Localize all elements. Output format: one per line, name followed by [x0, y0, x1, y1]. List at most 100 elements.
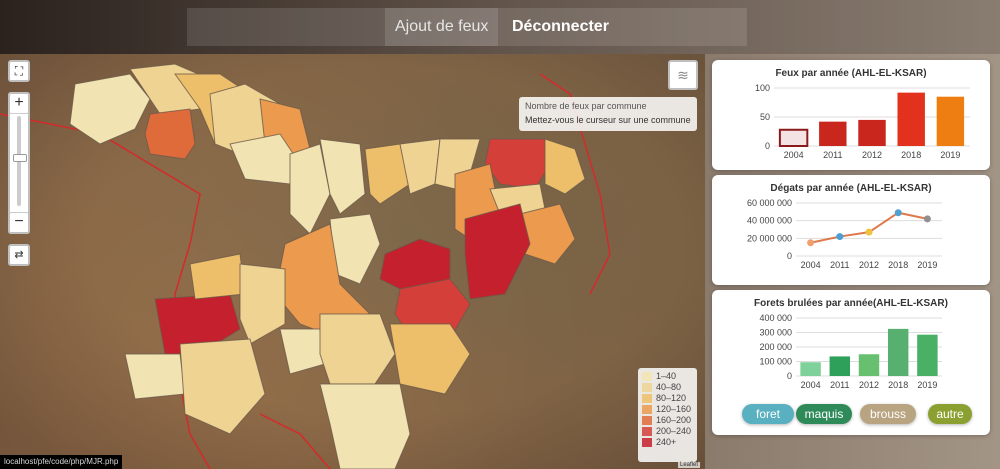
filter-chip-brouss[interactable]: brouss	[860, 404, 916, 424]
commune-c3[interactable]	[364, 143, 411, 205]
status-bar-url: localhost/pfe/code/php/MJR.php	[0, 455, 123, 469]
line-point	[865, 228, 873, 236]
commune-sw2[interactable]	[179, 338, 266, 435]
x-tick-label: 2018	[888, 380, 908, 390]
chart-card-fires: Feux par année (AHL-EL-KSAR) 0 50 100 2004 20…	[712, 60, 990, 170]
legend-item: 200–240	[642, 426, 693, 437]
y-tick-label: 50	[760, 112, 770, 122]
x-tick-label: 2019	[917, 260, 937, 270]
x-tick-label: 2011	[823, 150, 842, 160]
x-tick-label: 2019	[917, 380, 937, 390]
legend-item: 120–160	[642, 404, 693, 415]
legend-swatch	[642, 394, 652, 404]
commune-nw3[interactable]	[144, 108, 196, 160]
swap-button[interactable]: ⇄	[8, 244, 30, 266]
commune-sw1[interactable]	[124, 353, 186, 400]
zoom-in-button[interactable]: +	[8, 92, 30, 114]
y-tick-label: 0	[787, 371, 792, 381]
legend-item: 40–80	[642, 382, 693, 393]
zoom-out-button[interactable]: −	[8, 212, 30, 234]
commune-nw1[interactable]	[69, 73, 151, 145]
map[interactable]: ⛶ + − ⇄ ≋ Nombre de feux par commune Met…	[0, 54, 705, 469]
x-tick-label: 2018	[901, 150, 921, 160]
legend-swatch	[642, 416, 652, 426]
bar	[858, 119, 886, 146]
filter-chip-maquis[interactable]: maquis	[796, 404, 852, 424]
legend-item: 80–120	[642, 393, 693, 404]
chart-card-damages: Dégats par année (AHL-EL-KSAR) 0 20 000 00…	[712, 175, 990, 285]
bar	[778, 128, 809, 148]
chart-forests: Forets brulées par année(AHL-EL-KSAR) 0 10…	[754, 298, 948, 390]
legend-swatch	[642, 372, 652, 382]
x-tick-label: 2019	[940, 150, 960, 160]
x-tick-label: 2018	[888, 260, 908, 270]
x-tick-label: 2004	[784, 150, 804, 160]
add-fire-link[interactable]: Ajout de feux	[385, 8, 499, 46]
line-point	[807, 239, 815, 247]
y-tick-label: 100 000	[759, 357, 792, 367]
y-tick-label: 400 000	[759, 313, 792, 323]
map-legend: 1–40 40–80 80–120 120–160 160–200 200–240 240+	[638, 368, 697, 462]
bar	[800, 362, 821, 376]
tooltip-hint: Mettez-vous le curseur sur une commune	[525, 115, 691, 125]
bar	[936, 96, 965, 146]
legend-label: 120–160	[656, 404, 692, 414]
legend-label: 80–120	[656, 393, 687, 403]
line-point	[923, 215, 931, 223]
bar	[887, 328, 909, 376]
legend-label: 40–80	[656, 382, 682, 392]
legend-label: 200–240	[656, 426, 692, 436]
logout-link[interactable]: Déconnecter	[512, 18, 609, 35]
y-tick-label: 60 000 000	[747, 198, 792, 208]
swap-icon: ⇄	[14, 249, 24, 261]
line-point	[836, 233, 844, 241]
chart-title: Feux par année (AHL-EL-KSAR)	[775, 68, 926, 79]
tooltip-title: Nombre de feux par commune	[525, 101, 647, 111]
x-tick-label: 2012	[862, 150, 882, 160]
legend-item: 240+	[642, 437, 693, 448]
leaflet-attribution[interactable]: Leaflet	[678, 462, 701, 468]
chart-title: Forets brulées par année(AHL-EL-KSAR)	[754, 298, 948, 309]
commune-w2[interactable]	[239, 263, 286, 345]
commune-s4[interactable]	[319, 383, 411, 469]
layers-button[interactable]: ≋	[668, 60, 698, 90]
chart-title: Dégats par année (AHL-EL-KSAR)	[770, 183, 931, 194]
commune-c2[interactable]	[319, 138, 366, 215]
layers-icon: ≋	[677, 67, 689, 83]
commune-c1[interactable]	[289, 143, 331, 235]
line-point	[894, 209, 902, 217]
bar	[819, 121, 847, 146]
bar	[897, 92, 925, 146]
chart-fires: Feux par année (AHL-EL-KSAR) 0 50 100 2004 20…	[755, 68, 970, 160]
y-tick-label: 200 000	[759, 342, 792, 352]
bar	[917, 334, 938, 376]
legend-swatch	[642, 427, 652, 437]
filter-chip-foret[interactable]: foret	[742, 404, 794, 424]
fullscreen-icon: ⛶	[14, 64, 24, 78]
legend-item: 1–40	[642, 371, 693, 382]
y-tick-label: 40 000 000	[747, 216, 792, 226]
y-tick-label: 100	[755, 83, 770, 93]
fullscreen-button[interactable]: ⛶	[8, 60, 30, 82]
top-nav	[187, 8, 747, 46]
filter-chip-autre[interactable]: autre	[928, 404, 972, 424]
legend-label: 240+	[656, 437, 677, 447]
commune-s3[interactable]	[389, 323, 471, 395]
bar	[829, 356, 851, 376]
x-tick-label: 2011	[830, 260, 849, 270]
legend-swatch	[642, 438, 652, 448]
x-tick-label: 2011	[830, 380, 849, 390]
commune-ne2[interactable]	[544, 138, 586, 195]
border-east	[539, 73, 611, 295]
x-tick-label: 2012	[859, 380, 879, 390]
chart-damages: Dégats par année (AHL-EL-KSAR) 0 20 000 00…	[747, 183, 942, 270]
legend-label: 160–200	[656, 415, 692, 425]
zoom-slider-handle[interactable]	[13, 154, 27, 162]
y-tick-label: 20 000 000	[747, 233, 792, 243]
x-tick-label: 2012	[859, 260, 879, 270]
commune-hot2[interactable]	[464, 203, 531, 300]
x-tick-label: 2004	[801, 380, 821, 390]
y-tick-label: 0	[765, 141, 770, 151]
legend-swatch	[642, 405, 652, 415]
y-tick-label: 0	[787, 251, 792, 261]
